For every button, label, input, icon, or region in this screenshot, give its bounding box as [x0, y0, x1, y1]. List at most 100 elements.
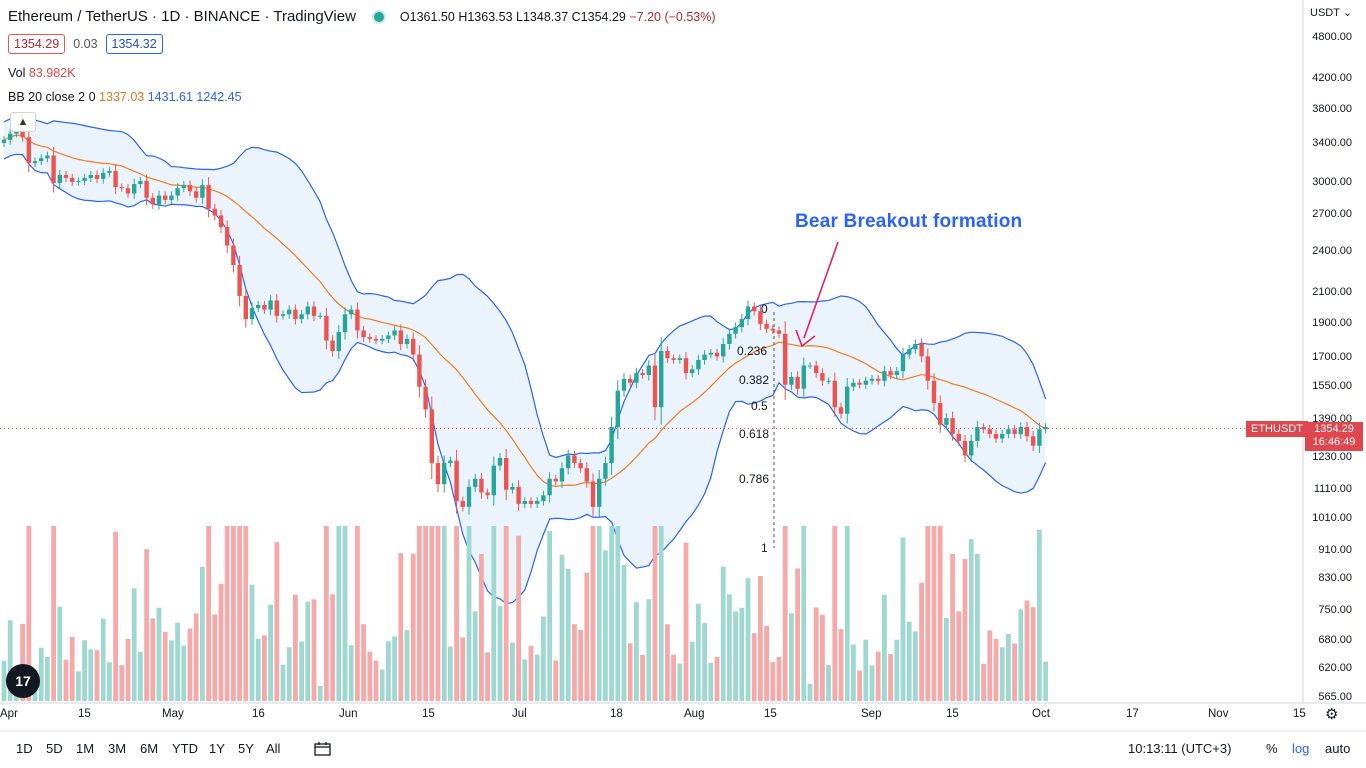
candle-body — [466, 486, 472, 507]
sell-button[interactable]: 1354.29 — [8, 34, 66, 54]
fib-level-0236: 0.236 — [737, 344, 768, 358]
price-tick-label: 620.00 — [1318, 662, 1352, 675]
volume-bar — [262, 635, 267, 701]
volume-bar — [944, 618, 949, 701]
candle-body — [522, 501, 527, 504]
volume-bar — [280, 664, 286, 701]
price-tick-label: 1110.00 — [1313, 482, 1352, 495]
volume-legend[interactable]: Vol 83.982K — [8, 66, 75, 80]
candle-body — [739, 319, 744, 328]
volume-bar — [510, 642, 515, 701]
volume-bar — [7, 620, 13, 701]
candle-body — [212, 208, 217, 216]
ohlc-open: O1361.50 — [399, 9, 455, 24]
candle-body — [535, 501, 540, 504]
volume-bar — [218, 583, 224, 701]
chart-annotation[interactable]: Bear Breakout formation — [795, 211, 1023, 232]
percent-scale-button[interactable]: % — [1266, 741, 1278, 756]
volume-bar — [274, 542, 280, 701]
candle-body — [677, 358, 682, 361]
volume-bar — [869, 665, 875, 701]
volume-bar — [956, 611, 962, 701]
volume-bar — [646, 599, 652, 701]
timeframe-button-6m[interactable]: 6M — [140, 741, 159, 756]
candle-body — [1043, 427, 1048, 430]
volume-bar — [528, 645, 534, 701]
currency-label[interactable]: USDT ⌄ — [1310, 6, 1352, 19]
auto-scale-button[interactable]: auto — [1325, 741, 1351, 756]
volume-bar — [107, 662, 112, 701]
collapse-legend-button[interactable]: ▲ — [10, 112, 36, 132]
last-price: 1354.29 — [1314, 423, 1354, 435]
price-tick-label: 1900.00 — [1312, 316, 1352, 329]
volume-bar — [894, 639, 900, 701]
volume-bar — [733, 611, 738, 701]
gear-icon[interactable]: ⚙ — [1325, 706, 1339, 723]
fib-level-0786: 0.786 — [739, 472, 770, 486]
timeframe-button-1d[interactable]: 1D — [16, 741, 33, 756]
volume-bar — [764, 625, 769, 701]
candle-body — [262, 304, 267, 310]
volume-bar — [1024, 600, 1030, 701]
volume-bar — [131, 588, 137, 701]
time-tick-label: 15 — [1293, 708, 1306, 720]
candle-body — [789, 376, 794, 385]
candle-body — [516, 486, 521, 504]
candle-body — [987, 429, 992, 434]
volume-bar — [720, 566, 726, 701]
volume-bar — [367, 651, 373, 701]
symbol-header[interactable]: Ethereum / TetherUS · 1D · BINANCE · Tra… — [8, 8, 716, 25]
volume-bar — [813, 607, 819, 701]
candle-body — [45, 155, 50, 159]
candle-body — [225, 227, 230, 246]
candle-body — [559, 468, 565, 482]
tradingview-logo-icon[interactable]: 17 — [6, 664, 40, 698]
candle-body — [938, 403, 943, 425]
bb-legend[interactable]: BB 20 close 2 0 1337.03 1431.61 1242.45 — [8, 90, 242, 104]
timeframe-button-all[interactable]: All — [266, 741, 281, 756]
spread-value: 0.03 — [73, 37, 98, 51]
timeframe-button-5d[interactable]: 5D — [46, 741, 63, 756]
volume-bar — [417, 526, 422, 701]
volume-bar — [361, 624, 366, 701]
time-tick-label: May — [162, 708, 184, 720]
volume-bar — [1006, 633, 1011, 701]
volume-bar — [69, 636, 75, 701]
candle-body — [497, 458, 503, 466]
buy-button[interactable]: 1354.32 — [105, 34, 163, 54]
chevron-up-icon: ▲ — [17, 116, 29, 128]
timeframe-button-ytd[interactable]: YTD — [172, 741, 198, 756]
candle-body — [541, 495, 546, 502]
timeframe-button-3m[interactable]: 3M — [108, 741, 127, 756]
timeframe-button-1m[interactable]: 1M — [76, 741, 95, 756]
price-tick-label: 1230.00 — [1312, 451, 1352, 464]
candle-body — [820, 373, 825, 381]
candle-body — [380, 338, 385, 341]
timeframe-button-1y[interactable]: 1Y — [209, 741, 225, 756]
price-tick-label: 3800.00 — [1312, 103, 1352, 116]
volume-bar — [677, 663, 683, 701]
volume-bar — [534, 654, 540, 701]
candle-body — [882, 371, 887, 381]
volume-bar — [249, 584, 255, 701]
log-scale-button[interactable]: log — [1292, 741, 1310, 756]
clock[interactable]: 10:13:11 (UTC+3) — [1128, 741, 1232, 756]
symbol-title[interactable]: Ethereum / TetherUS · 1D · BINANCE · Tra… — [8, 8, 356, 25]
volume-bar — [435, 526, 441, 701]
candle-body — [206, 185, 211, 209]
candle-body — [572, 455, 577, 464]
candle-body — [931, 380, 937, 404]
volume-bar — [311, 599, 317, 701]
candle-body — [187, 185, 193, 192]
candle-body — [175, 188, 180, 196]
volume-bar — [634, 602, 639, 701]
candle-body — [733, 327, 738, 334]
candle-body — [1006, 429, 1011, 434]
candle-body — [373, 338, 379, 341]
date-range-icon[interactable] — [314, 741, 332, 760]
candle-body — [20, 131, 25, 138]
price-tick-label: 3400.00 — [1312, 137, 1352, 150]
candle-body — [280, 314, 286, 316]
timeframe-button-5y[interactable]: 5Y — [238, 741, 254, 756]
